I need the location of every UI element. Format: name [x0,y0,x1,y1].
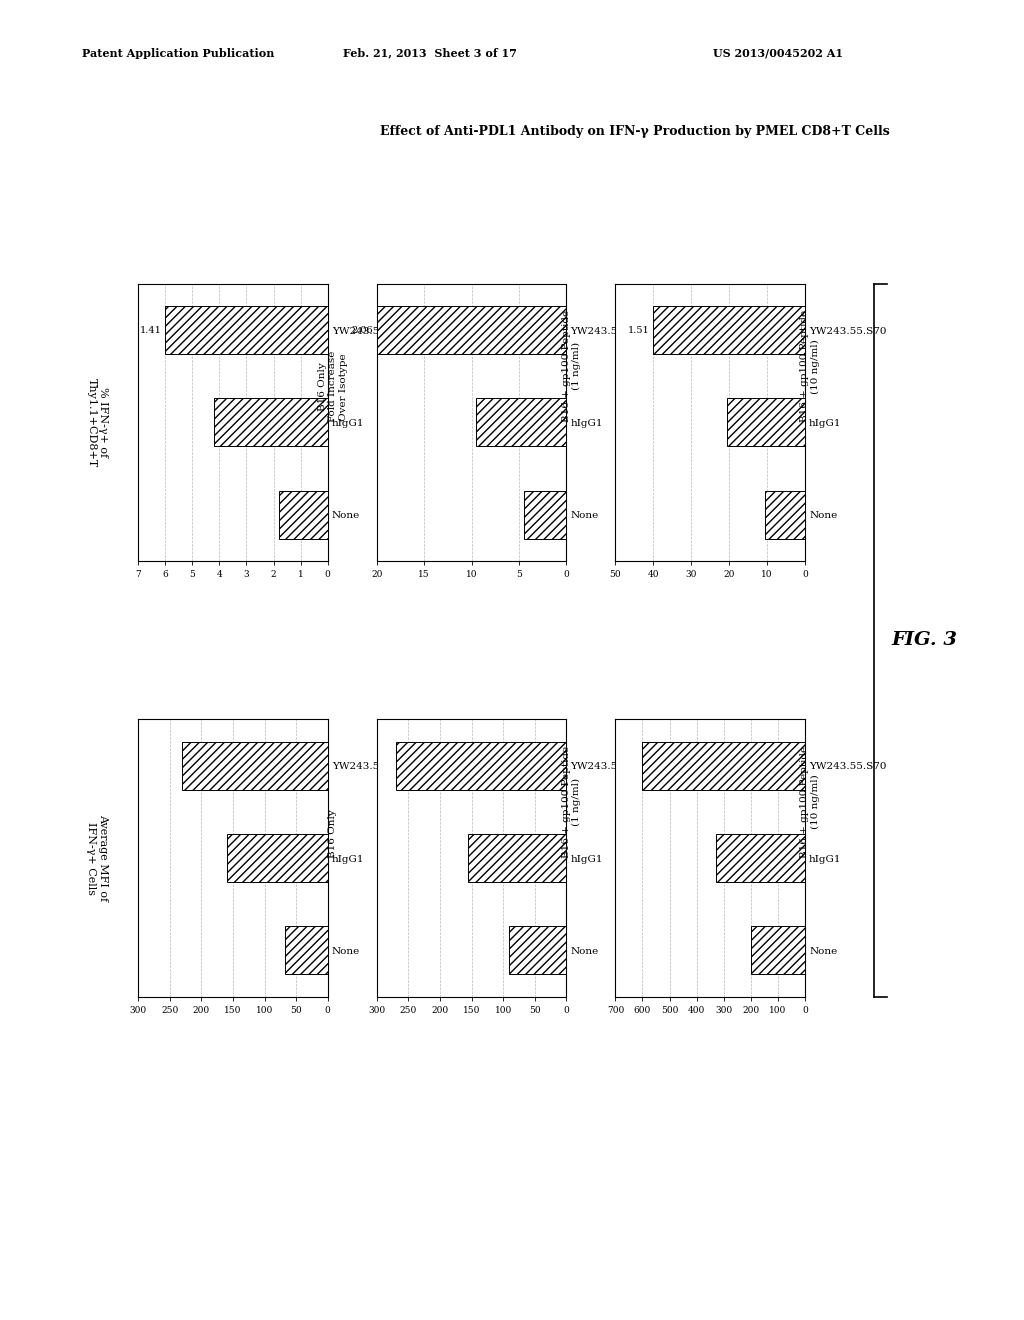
Bar [214,399,328,446]
Text: B16 Only
Fold Increase
Over Isotype: B16 Only Fold Increase Over Isotype [317,351,348,422]
Bar [165,306,328,354]
Bar [765,491,805,539]
Bar [727,399,805,446]
Text: 1.51: 1.51 [628,326,649,334]
Bar [182,742,328,789]
Bar [226,834,328,882]
Bar [377,306,566,354]
Text: FIG. 3: FIG. 3 [892,631,957,649]
Text: US 2013/0045202 A1: US 2013/0045202 A1 [714,48,843,58]
Text: B16 + gp100 Peptide
(1 ng/ml): B16 + gp100 Peptide (1 ng/ml) [561,746,582,858]
Text: B16 + gp100 Peptide
(1 ng/ml): B16 + gp100 Peptide (1 ng/ml) [561,310,582,422]
Bar [653,306,805,354]
Bar [279,491,328,539]
Text: B16 + gp100 Peptide
(10 ng/ml): B16 + gp100 Peptide (10 ng/ml) [800,310,820,422]
Text: Feb. 21, 2013  Sheet 3 of 17: Feb. 21, 2013 Sheet 3 of 17 [343,48,517,58]
Text: % IFN-γ+ of
Thy1.1+CD8+T: % IFN-γ+ of Thy1.1+CD8+T [86,378,109,467]
Bar [509,927,566,974]
Bar [523,491,566,539]
Text: Average MFI of
IFN-γ+ Cells: Average MFI of IFN-γ+ Cells [86,814,109,902]
Text: 1.41: 1.41 [139,326,162,334]
Bar [642,742,805,789]
Text: Patent Application Publication: Patent Application Publication [82,48,274,58]
Bar [468,834,566,882]
Text: Effect of Anti-PDL1 Antibody on IFN-γ Production by PMEL CD8+T Cells: Effect of Anti-PDL1 Antibody on IFN-γ Pr… [380,125,890,139]
Text: B16 + gp100 Peptide
(10 ng/ml): B16 + gp100 Peptide (10 ng/ml) [800,746,820,858]
Text: B16 Only: B16 Only [329,809,337,858]
Text: 2.06: 2.06 [351,326,373,334]
Bar [476,399,566,446]
Bar [285,927,328,974]
Bar [716,834,805,882]
Bar [395,742,566,789]
Bar [751,927,805,974]
